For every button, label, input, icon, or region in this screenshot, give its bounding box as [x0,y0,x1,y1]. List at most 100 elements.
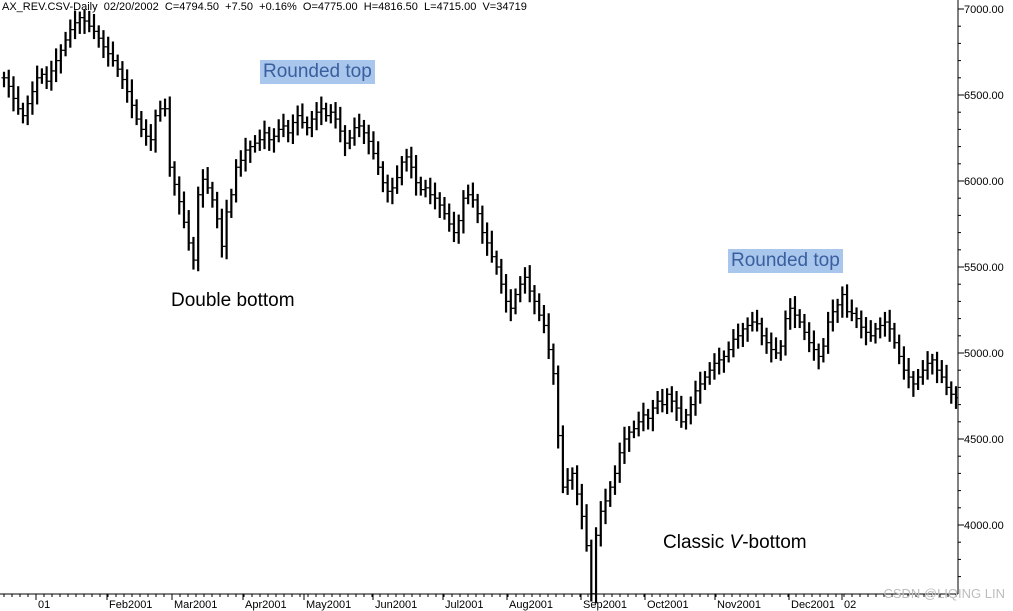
ohlc-bar [726,341,732,363]
ohlc-bar [740,322,746,347]
y-axis-labels: 7000.00 6500.00 6000.00 5500.00 5000.00 4500.… [964,4,1004,532]
ohlc-bar [119,61,125,89]
ohlc-bar [337,106,343,143]
ohlc-bar [39,68,45,84]
ohlc-bar [176,176,182,215]
y-tick-label: 5500.00 [964,262,1004,274]
ohlc-bar [252,135,258,153]
ohlc-bar [290,114,296,145]
ohlc-bar [882,311,888,337]
ohlc-bar [697,371,703,404]
ohlc-bar [200,169,206,208]
ohlc-bar [6,69,12,98]
ohlc-bar [603,488,609,525]
ohlc-bar [53,48,59,83]
ohlc-bar [20,102,26,124]
ohlc-bar [356,113,362,138]
watermark: CSDN @LIQING LIN [883,586,1005,601]
ohlc-bar [91,13,97,40]
x-tick-label: 02 [844,599,856,611]
ohlc-bar [640,402,646,432]
ohlc-bar [768,332,774,363]
ohlc-bar [901,346,907,380]
ohlc-bar [925,351,931,380]
ohlc-bar [105,36,111,67]
ohlc-bar [517,276,523,303]
ohlc-bar [304,116,310,136]
ohlc-bar [44,66,50,89]
header-open: O=4775.00 [302,1,358,13]
ohlc-bar [868,320,874,342]
ohlc-bar [797,309,803,329]
y-tick-label: 6000.00 [964,176,1004,188]
ohlc-bar [63,31,69,57]
ohlc-bar [314,102,320,131]
ohlc-bar [266,126,272,151]
ohlc-bar [839,286,845,318]
ohlc-bar [872,322,878,344]
ohlc-bar [214,191,220,229]
ohlc-bar [820,338,826,363]
ohlc-bar [25,95,31,126]
ohlc-bar [82,9,88,34]
ohlc-bar [394,165,400,194]
ohlc-bar [432,182,438,210]
ohlc-bar [830,299,836,332]
ohlc-bar [58,44,64,74]
ohlc-bar [389,177,395,205]
ohlc-bar [460,190,466,234]
ohlc-bar [527,265,533,303]
ohlc-bar [380,161,386,193]
ohlc-bar [441,196,447,220]
ohlc-bar [243,137,249,172]
ohlc-bar [906,357,912,389]
ohlc-bar [953,386,959,409]
ohlc-bar [858,310,864,339]
ohlc-bar [129,79,135,119]
ohlc-bar [782,310,788,356]
ohlc-bar [778,340,784,361]
ohlc-bar [730,329,736,358]
ohlc-bar [157,100,163,122]
y-tick-label: 6500.00 [964,90,1004,102]
ohlc-bar [195,186,201,272]
ohlc-bar [186,210,192,251]
ohlc-bar [238,150,244,177]
ohlc-bar [385,174,391,203]
ohlc-bar [555,365,561,449]
ohlc-bar [939,360,945,384]
ohlc-bar [688,396,694,425]
header-change-pct: +0.16% [259,1,297,13]
ohlc-bar [645,408,651,430]
ohlc-bar [550,343,556,385]
header-close: C=4794.50 [164,1,220,13]
header-low: L=4715.00 [424,1,477,13]
ohlc-bar [423,179,429,198]
ohlc-bar [276,119,282,143]
ohlc-bar [347,129,353,150]
ohlc-bar [811,330,817,361]
ohlc-bar [375,141,381,175]
ohlc-bar [233,159,239,203]
ohlc-bar [96,25,102,48]
ohlc-bar [920,360,926,385]
ohlc-bar [427,177,433,205]
ohlc-bar [110,41,116,67]
ohlc-bar [754,309,760,332]
ohlc-bar [607,481,613,507]
ohlc-bar [579,483,585,530]
ohlc-bar [484,222,490,256]
ohlc-bar [413,155,419,196]
ohlc-bar [351,117,357,146]
header-change: +7.50 [225,1,254,13]
ohlc-bar [399,156,405,186]
ohlc-bar [10,76,16,112]
ohlc-bar [565,468,571,495]
ohlc-bar [138,110,144,138]
ohlc-bar [190,236,196,270]
ohlc-bar [503,274,509,313]
header-date: 02/20/2002 [103,1,159,13]
ohlc-bar [124,69,130,103]
x-tick-label: Sep2001 [583,599,627,611]
ohlc-bar [228,188,234,218]
